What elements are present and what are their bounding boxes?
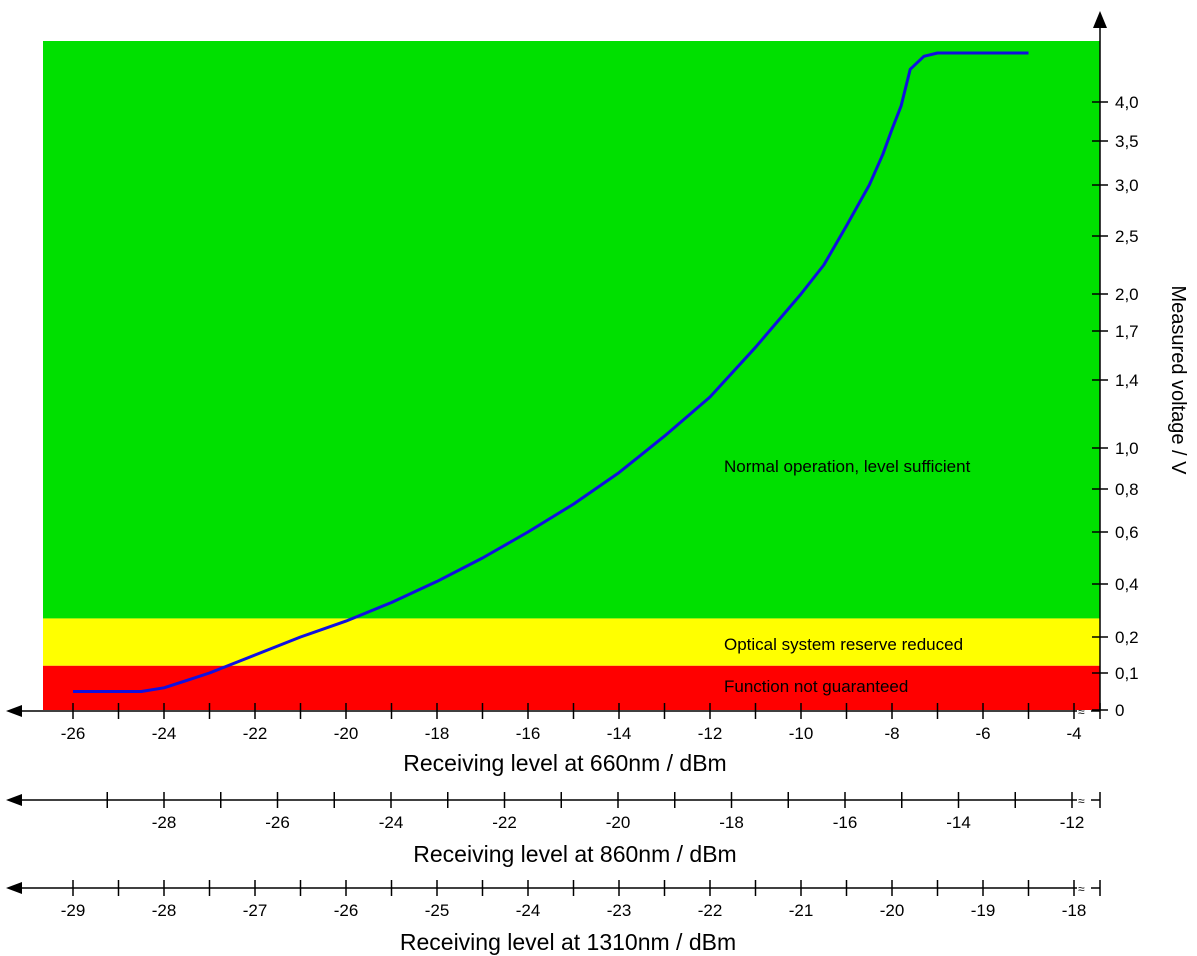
y-tick-label-2: 3,0 — [1115, 176, 1139, 195]
x-tick-label-2-7: -22 — [698, 901, 723, 920]
x-axis-title-1: Receiving level at 860nm / dBm — [413, 841, 736, 867]
x-tick-label-1-5: -18 — [719, 813, 744, 832]
y-tick-label-0: 4,0 — [1115, 93, 1139, 112]
x-tick-label-0-8: -10 — [789, 724, 814, 743]
zone-2 — [43, 618, 1100, 666]
zone-label-2: Optical system reserve reduced — [724, 635, 963, 654]
x-tick-label-0-10: -6 — [975, 724, 990, 743]
y-tick-label-8: 0,8 — [1115, 480, 1139, 499]
x-axes: ≈ -26 -24 -22 -20 -18 -16 -14 -12 -10 -8 -6 -4 Receiv… — [6, 703, 1101, 955]
x-tick-label-1-4: -20 — [606, 813, 631, 832]
x-axis-arrow-1 — [6, 794, 22, 806]
x-tick-label-0-9: -8 — [884, 724, 899, 743]
x-tick-label-1-2: -24 — [379, 813, 404, 832]
zone-1 — [43, 41, 1100, 619]
x-tick-label-0-5: -16 — [516, 724, 541, 743]
x-tick-label-1-7: -14 — [946, 813, 971, 832]
y-tick-label-1: 3,5 — [1115, 132, 1139, 151]
y-tick-label-13: 0 — [1115, 701, 1124, 720]
x-tick-label-2-3: -26 — [334, 901, 359, 920]
zones: Normal operation, level sufficient Optica… — [43, 41, 1100, 710]
y-tick-label-11: 0,2 — [1115, 628, 1139, 647]
x-tick-label-2-4: -25 — [425, 901, 450, 920]
y-tick-label-4: 2,0 — [1115, 285, 1139, 304]
x-tick-label-0-1: -24 — [152, 724, 177, 743]
x-tick-label-1-3: -22 — [492, 813, 517, 832]
x-tick-label-2-2: -27 — [243, 901, 268, 920]
x-tick-label-0-7: -12 — [698, 724, 723, 743]
x-axis-title-2: Receiving level at 1310nm / dBm — [400, 929, 736, 955]
x-tick-label-1-0: -28 — [152, 813, 177, 832]
labels: Measured voltage / V — [1167, 286, 1189, 476]
series-line-0 — [73, 51, 1029, 693]
x-tick-label-2-0: -29 — [61, 901, 86, 920]
y-tick-label-9: 0,6 — [1115, 523, 1139, 542]
x-tick-label-2-8: -21 — [789, 901, 814, 920]
zone-label-1: Normal operation, level sufficient — [724, 457, 971, 476]
x-tick-label-0-4: -18 — [425, 724, 450, 743]
x-tick-label-2-1: -28 — [152, 901, 177, 920]
y-axis-title: Measured voltage / V — [1167, 286, 1189, 476]
x-tick-label-2-10: -19 — [971, 901, 996, 920]
y-axis-arrow — [1093, 11, 1107, 28]
x-tick-label-0-11: -4 — [1066, 724, 1081, 743]
y-tick-label-12: 0,1 — [1115, 664, 1139, 683]
x-axis-break-1: ≈ — [1078, 794, 1085, 808]
x-tick-label-2-11: -18 — [1062, 901, 1087, 920]
x-tick-label-0-2: -22 — [243, 724, 268, 743]
x-axis-arrow-0 — [6, 705, 22, 717]
y-tick-label-7: 1,0 — [1115, 439, 1139, 458]
y-axis: 4,0 3,5 3,0 2,5 2,0 1,7 1,4 1,0 0,8 0,6 0,4 0,2 0,1 0 — [1092, 11, 1139, 720]
zone-label-3: Function not guaranteed — [724, 677, 908, 696]
y-tick-label-6: 1,4 — [1115, 371, 1139, 390]
x-tick-label-0-3: -20 — [334, 724, 359, 743]
y-tick-label-5: 1,7 — [1115, 322, 1139, 341]
x-tick-label-1-1: -26 — [265, 813, 290, 832]
x-tick-label-2-6: -23 — [607, 901, 632, 920]
y-tick-label-3: 2,5 — [1115, 227, 1139, 246]
x-tick-label-0-6: -14 — [607, 724, 632, 743]
x-axis-arrow-2 — [6, 882, 22, 894]
x-tick-label-2-5: -24 — [516, 901, 541, 920]
zone-3 — [43, 665, 1100, 710]
x-tick-label-2-9: -20 — [880, 901, 905, 920]
x-axis-break-0: ≈ — [1078, 705, 1085, 719]
x-axis-break-2: ≈ — [1078, 882, 1085, 896]
y-tick-label-10: 0,4 — [1115, 575, 1139, 594]
x-tick-label-1-6: -16 — [833, 813, 858, 832]
x-tick-label-1-8: -12 — [1060, 813, 1085, 832]
x-axis-title-0: Receiving level at 660nm / dBm — [403, 750, 726, 776]
x-tick-label-0-0: -26 — [61, 724, 86, 743]
series — [73, 51, 1029, 693]
